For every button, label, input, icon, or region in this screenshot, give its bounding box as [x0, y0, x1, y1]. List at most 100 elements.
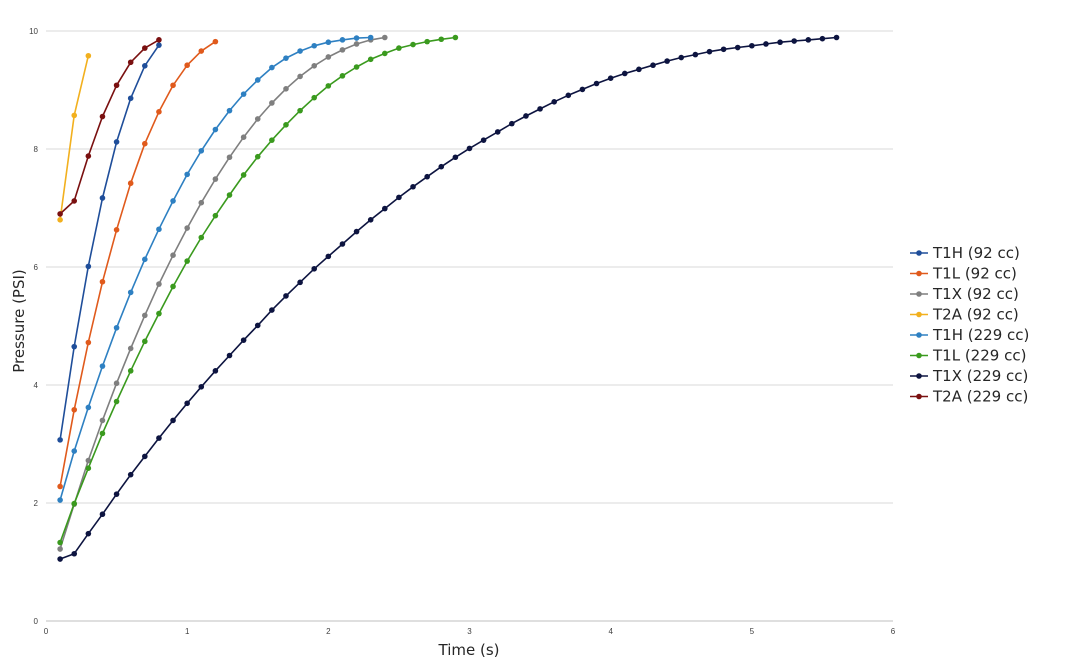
legend-marker: [916, 332, 922, 338]
data-point: [353, 41, 360, 47]
data-point: [85, 153, 92, 159]
legend-marker: [916, 291, 922, 297]
data-point: [325, 54, 332, 60]
data-point: [339, 73, 346, 79]
data-point: [325, 83, 332, 89]
data-point: [339, 37, 346, 43]
series-1: [57, 38, 219, 490]
data-point: [367, 217, 374, 223]
data-point: [156, 37, 162, 43]
data-point: [170, 417, 176, 424]
series-line: [59, 44, 160, 441]
data-point: [791, 38, 797, 44]
data-point: [212, 212, 219, 219]
data-point: [198, 383, 205, 390]
data-point: [438, 36, 445, 43]
series-line: [59, 36, 385, 550]
data-point: [311, 94, 318, 101]
data-point: [127, 59, 134, 66]
data-point: [353, 228, 360, 235]
x-tick-label: 0: [44, 627, 49, 636]
data-point: [367, 34, 374, 41]
data-point: [113, 491, 120, 497]
data-point: [85, 263, 92, 270]
legend-marker: [916, 393, 922, 400]
data-point: [99, 363, 106, 369]
legend-label: T1X (229 cc): [932, 367, 1028, 385]
data-point: [297, 107, 303, 114]
data-point: [71, 500, 78, 507]
data-point: [452, 34, 459, 41]
data-point: [480, 137, 487, 143]
data-point: [749, 42, 755, 49]
data-point: [57, 556, 63, 562]
data-point: [678, 54, 685, 61]
data-point: [734, 44, 741, 51]
x-tick-label: 4: [608, 627, 613, 636]
data-point: [353, 35, 360, 41]
data-point: [424, 38, 430, 45]
legend-item: T1L (92 cc): [910, 265, 1017, 283]
data-point: [283, 293, 289, 299]
data-point: [311, 265, 318, 272]
data-point: [99, 113, 106, 120]
legend-item: T1H (229 cc): [910, 326, 1029, 344]
data-point: [142, 140, 148, 147]
series-line: [59, 40, 216, 487]
data-point: [537, 106, 543, 112]
data-point: [156, 435, 162, 441]
series-line: [59, 55, 90, 220]
legend-item: T2A (92 cc): [910, 306, 1019, 324]
data-point: [184, 400, 190, 407]
data-point: [184, 225, 190, 231]
y-tick-labels: 0 2 4 6 8 10: [29, 27, 38, 626]
data-point: [339, 241, 346, 247]
data-point: [325, 253, 332, 260]
data-point: [184, 258, 190, 264]
data-point: [184, 171, 190, 178]
data-point: [565, 92, 572, 99]
data-point: [212, 126, 219, 133]
data-point: [593, 80, 600, 87]
data-point: [579, 86, 586, 93]
data-point: [198, 147, 205, 154]
data-point: [396, 45, 402, 51]
legend-item: T1L (229 cc): [910, 347, 1026, 365]
legend-item: T1X (92 cc): [910, 285, 1019, 303]
legend-item: T2A (229 cc): [910, 388, 1028, 406]
data-point: [254, 322, 261, 329]
data-point: [269, 307, 275, 313]
legend-marker: [916, 352, 922, 359]
data-point: [269, 64, 275, 71]
data-point: [113, 398, 120, 405]
data-point: [226, 192, 233, 198]
data-point: [142, 453, 148, 460]
y-tick-label: 0: [34, 617, 39, 626]
data-point: [466, 145, 473, 152]
data-point: [424, 173, 430, 180]
data-point: [198, 199, 205, 206]
data-point: [240, 337, 247, 343]
data-point: [382, 34, 388, 41]
data-point: [113, 227, 120, 233]
data-point: [113, 380, 120, 387]
data-point: [240, 172, 247, 178]
data-point: [551, 99, 557, 105]
data-point: [636, 66, 642, 73]
data-point: [254, 153, 261, 160]
data-point: [85, 465, 92, 471]
series-7: [57, 37, 162, 217]
data-point: [142, 312, 148, 319]
data-point: [170, 252, 176, 258]
series-6: [57, 34, 840, 562]
x-axis-label: Time (s): [438, 641, 500, 659]
data-point: [650, 62, 656, 69]
data-point: [311, 63, 318, 69]
data-point: [664, 58, 670, 64]
legend-label: T1X (92 cc): [932, 285, 1019, 303]
data-point: [297, 279, 303, 286]
data-point: [720, 46, 727, 53]
data-point: [382, 205, 388, 212]
data-point: [353, 64, 360, 70]
